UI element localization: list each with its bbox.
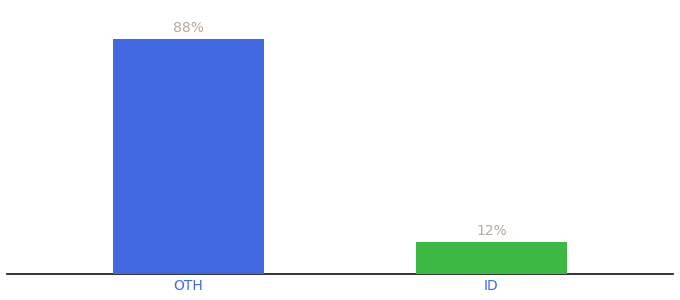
Text: 88%: 88% [173,21,204,35]
Bar [415,242,567,274]
Bar [113,39,265,274]
Text: 12%: 12% [476,224,507,238]
